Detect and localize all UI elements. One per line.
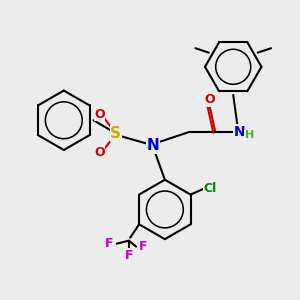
- Text: N: N: [147, 138, 159, 153]
- Text: F: F: [124, 249, 133, 262]
- Text: S: S: [110, 126, 121, 141]
- Text: F: F: [105, 237, 114, 250]
- Text: O: O: [94, 108, 105, 121]
- Text: O: O: [94, 146, 105, 160]
- Text: Cl: Cl: [203, 182, 217, 195]
- Text: F: F: [139, 240, 148, 253]
- Text: N: N: [233, 125, 245, 139]
- Text: O: O: [204, 93, 215, 106]
- Text: H: H: [245, 130, 254, 140]
